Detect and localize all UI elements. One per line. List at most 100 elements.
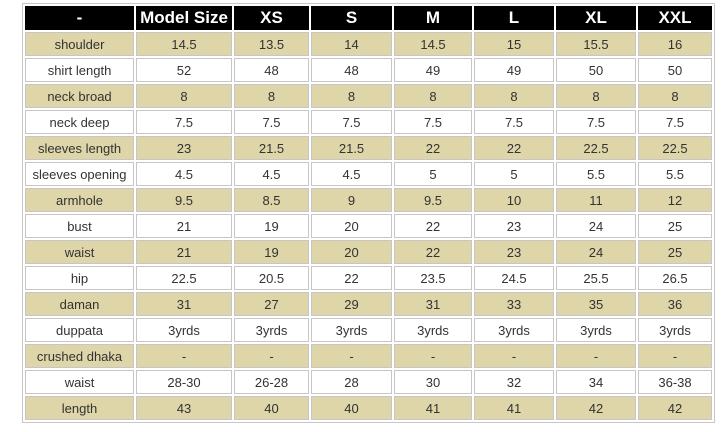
table-row: shirt length 52 48 48 49 49 50 50 bbox=[25, 58, 712, 82]
cell: 32 bbox=[474, 370, 554, 394]
row-label-neck-deep: neck deep bbox=[25, 110, 134, 134]
cell: 5 bbox=[394, 162, 472, 186]
table-row: armhole 9.5 8.5 9 9.5 10 11 12 bbox=[25, 188, 712, 212]
cell: 9.5 bbox=[394, 188, 472, 212]
table-row: neck deep 7.5 7.5 7.5 7.5 7.5 7.5 7.5 bbox=[25, 110, 712, 134]
cell: 9.5 bbox=[136, 188, 232, 212]
row-label-waist: waist bbox=[25, 240, 134, 264]
cell: 22 bbox=[394, 214, 472, 238]
table-row: waist 28-30 26-28 28 30 32 34 36-38 bbox=[25, 370, 712, 394]
table-row: shoulder 14.5 13.5 14 14.5 15 15.5 16 bbox=[25, 32, 712, 56]
cell: 12 bbox=[638, 188, 712, 212]
cell: 28 bbox=[311, 370, 392, 394]
column-header-model-size: Model Size bbox=[136, 6, 232, 30]
cell: 4.5 bbox=[136, 162, 232, 186]
cell: 31 bbox=[136, 292, 232, 316]
table-row: waist 21 19 20 22 23 24 25 bbox=[25, 240, 712, 264]
cell: 26.5 bbox=[638, 266, 712, 290]
column-header-xl: XL bbox=[556, 6, 636, 30]
cell: 8.5 bbox=[234, 188, 309, 212]
table-row: hip 22.5 20.5 22 23.5 24.5 25.5 26.5 bbox=[25, 266, 712, 290]
size-chart-table: - Model Size XS S M L XL XXL shoulder 14.5 13.5 14… bbox=[22, 3, 715, 423]
cell: 36-38 bbox=[638, 370, 712, 394]
row-label-duppata: duppata bbox=[25, 318, 134, 342]
cell: - bbox=[136, 344, 232, 368]
column-header-l: L bbox=[474, 6, 554, 30]
row-label-hip: hip bbox=[25, 266, 134, 290]
cell: 3yrds bbox=[556, 318, 636, 342]
row-label-crushed-dhaka: crushed dhaka bbox=[25, 344, 134, 368]
cell: 52 bbox=[136, 58, 232, 82]
row-label-armhole: armhole bbox=[25, 188, 134, 212]
cell: 22.5 bbox=[638, 136, 712, 160]
cell: 19 bbox=[234, 240, 309, 264]
cell: 7.5 bbox=[556, 110, 636, 134]
cell: 14 bbox=[311, 32, 392, 56]
column-header-m: M bbox=[394, 6, 472, 30]
cell: 22 bbox=[394, 136, 472, 160]
row-label-sleeves-opening: sleeves opening bbox=[25, 162, 134, 186]
cell: 29 bbox=[311, 292, 392, 316]
cell: 30 bbox=[394, 370, 472, 394]
cell: 40 bbox=[311, 396, 392, 420]
cell: 23 bbox=[136, 136, 232, 160]
column-header-xxl: XXL bbox=[638, 6, 712, 30]
row-label-waist: waist bbox=[25, 370, 134, 394]
cell: 31 bbox=[394, 292, 472, 316]
cell: - bbox=[394, 344, 472, 368]
column-header-dash: - bbox=[25, 6, 134, 30]
cell: 14.5 bbox=[136, 32, 232, 56]
row-label-shirt-length: shirt length bbox=[25, 58, 134, 82]
cell: 27 bbox=[234, 292, 309, 316]
row-label-daman: daman bbox=[25, 292, 134, 316]
cell: - bbox=[234, 344, 309, 368]
cell: 50 bbox=[638, 58, 712, 82]
cell: 23.5 bbox=[394, 266, 472, 290]
cell: 25 bbox=[638, 240, 712, 264]
cell: 10 bbox=[474, 188, 554, 212]
cell: 24 bbox=[556, 214, 636, 238]
cell: 16 bbox=[638, 32, 712, 56]
cell: 22.5 bbox=[556, 136, 636, 160]
cell: 5.5 bbox=[638, 162, 712, 186]
row-label-sleeves-length: sleeves length bbox=[25, 136, 134, 160]
cell: 23 bbox=[474, 240, 554, 264]
cell: 22.5 bbox=[136, 266, 232, 290]
cell: 8 bbox=[234, 84, 309, 108]
cell: 41 bbox=[394, 396, 472, 420]
cell: 24 bbox=[556, 240, 636, 264]
cell: 48 bbox=[311, 58, 392, 82]
cell: - bbox=[311, 344, 392, 368]
table-row: sleeves opening 4.5 4.5 4.5 5 5 5.5 5.5 bbox=[25, 162, 712, 186]
cell: 14.5 bbox=[394, 32, 472, 56]
cell: 49 bbox=[474, 58, 554, 82]
cell: 33 bbox=[474, 292, 554, 316]
table-body: shoulder 14.5 13.5 14 14.5 15 15.5 16 shirt leng… bbox=[25, 32, 712, 420]
column-header-xs: XS bbox=[234, 6, 309, 30]
cell: 5.5 bbox=[556, 162, 636, 186]
cell: 8 bbox=[136, 84, 232, 108]
cell: 20.5 bbox=[234, 266, 309, 290]
cell: 4.5 bbox=[234, 162, 309, 186]
cell: 3yrds bbox=[638, 318, 712, 342]
cell: 3yrds bbox=[234, 318, 309, 342]
cell: 15 bbox=[474, 32, 554, 56]
table-row: length 43 40 40 41 41 42 42 bbox=[25, 396, 712, 420]
cell: 5 bbox=[474, 162, 554, 186]
cell: 41 bbox=[474, 396, 554, 420]
cell: 4.5 bbox=[311, 162, 392, 186]
table-row: bust 21 19 20 22 23 24 25 bbox=[25, 214, 712, 238]
cell: 7.5 bbox=[638, 110, 712, 134]
cell: 36 bbox=[638, 292, 712, 316]
cell: 21 bbox=[136, 240, 232, 264]
row-label-length: length bbox=[25, 396, 134, 420]
row-label-shoulder: shoulder bbox=[25, 32, 134, 56]
table-row: neck broad 8 8 8 8 8 8 8 bbox=[25, 84, 712, 108]
cell: 8 bbox=[638, 84, 712, 108]
cell: 20 bbox=[311, 240, 392, 264]
cell: 21.5 bbox=[234, 136, 309, 160]
table-row: crushed dhaka - - - - - - - bbox=[25, 344, 712, 368]
cell: 11 bbox=[556, 188, 636, 212]
header-row: - Model Size XS S M L XL XXL bbox=[25, 6, 712, 30]
cell: 3yrds bbox=[136, 318, 232, 342]
